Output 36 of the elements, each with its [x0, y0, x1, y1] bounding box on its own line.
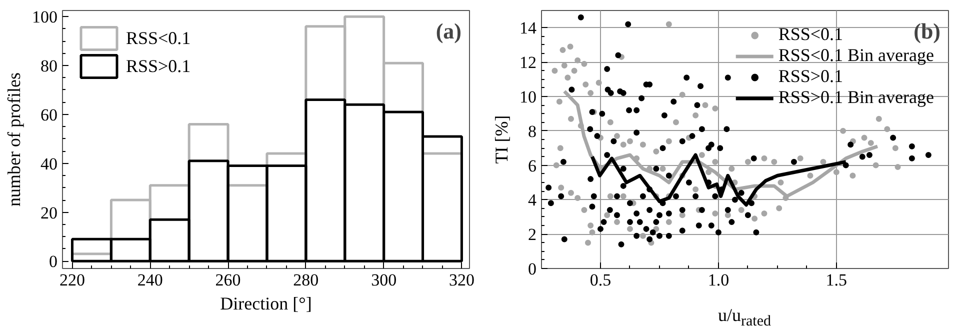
- legend-label: RSS>0.1 Bin average: [778, 87, 934, 108]
- x-tick-label: 220: [59, 270, 85, 290]
- legend-label: RSS>0.1: [778, 66, 844, 87]
- y-tick-label: 12: [520, 53, 536, 72]
- y-tick-label: 60: [40, 105, 58, 124]
- y-axis-title: TI [%]: [492, 115, 512, 164]
- y-tick-label: 40: [40, 154, 58, 174]
- x-axis-title: u/u$_{rated}$: [718, 304, 771, 330]
- legend-label: RSS<0.1: [778, 24, 844, 45]
- y-tick-label: 0: [49, 252, 58, 272]
- y-tick-label: 20: [40, 203, 58, 222]
- x-tick-label: 280: [293, 270, 319, 290]
- x-tick-label: 0.5: [590, 270, 612, 290]
- x-tick-label: 1.5: [826, 270, 848, 290]
- y-tick-label: 0: [528, 260, 536, 278]
- y-tick-label: 10: [520, 88, 536, 106]
- x-tick-label: 300: [371, 270, 397, 290]
- y-tick-label: 80: [40, 56, 58, 76]
- y-tick-label: 6: [528, 156, 536, 176]
- annotation: (b): [914, 18, 941, 44]
- y-tick-label: 8: [528, 122, 536, 141]
- legend-label: RSS>0.1: [126, 56, 191, 76]
- legend-label: RSS<0.1: [126, 28, 191, 48]
- legend-label: RSS<0.1 Bin average: [778, 45, 934, 66]
- x-tick-label: 240: [137, 270, 163, 290]
- y-tick-label: 14: [520, 18, 537, 38]
- y-axis-title: number of profiles: [4, 72, 24, 206]
- y-tick-label: 4: [528, 190, 537, 210]
- x-tick-label: 260: [215, 270, 241, 290]
- y-tick-label: 2: [528, 225, 536, 244]
- y-tick-label: 100: [32, 8, 58, 27]
- x-tick-label: 320: [448, 270, 474, 290]
- x-tick-label: 1.0: [708, 270, 730, 290]
- line-series: [590, 153, 848, 207]
- x-axis-title: Direction [°]: [220, 294, 312, 314]
- annotation: (a): [436, 18, 462, 44]
